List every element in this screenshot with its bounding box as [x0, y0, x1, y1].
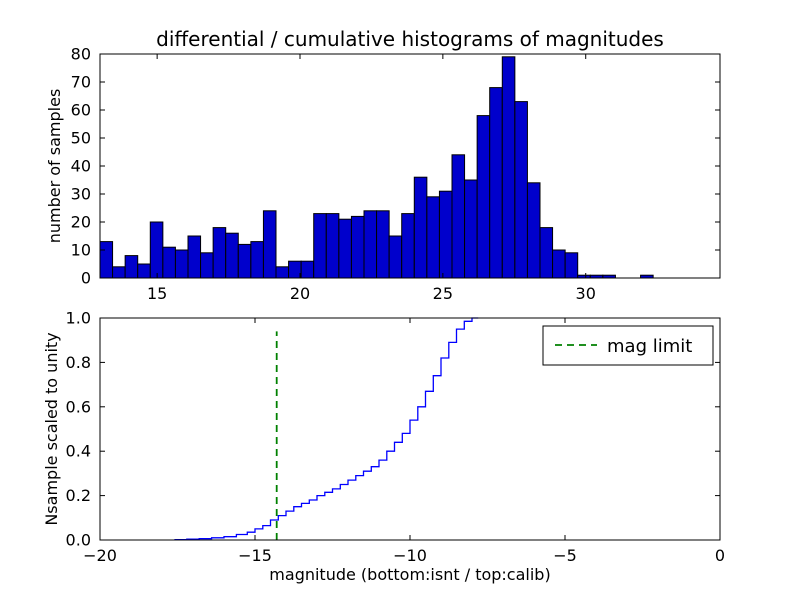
histogram-bar — [401, 213, 415, 279]
bottom-x-axis-label: magnitude (bottom:isnt / top:calib) — [269, 565, 550, 584]
histogram-bar — [426, 196, 440, 279]
y-tick-label: 70 — [71, 73, 91, 92]
histogram-bar — [376, 210, 390, 279]
x-tick-label: 30 — [576, 284, 596, 303]
histogram-bar — [162, 246, 176, 279]
x-tick-label: −5 — [553, 546, 577, 565]
differential-histogram-plot: 15 20 25 30 0 10 20 30 40 50 60 70 80 — [71, 45, 721, 303]
histogram-bar — [514, 101, 528, 279]
chart-title: differential / cumulative histograms of … — [156, 27, 664, 51]
histogram-bar — [149, 221, 164, 279]
bottom-y-axis-label: Nsample scaled to unity — [42, 332, 61, 525]
x-tick-label: −10 — [393, 546, 427, 565]
histogram-bar — [501, 56, 516, 279]
histogram-bar — [388, 235, 403, 279]
histogram-bar — [451, 154, 466, 279]
y-tick-label: 0.6 — [66, 397, 91, 416]
histogram-bar — [200, 252, 214, 279]
y-tick-label: 0.4 — [66, 442, 91, 461]
histogram-bar — [438, 190, 453, 279]
histogram-bar — [174, 249, 189, 279]
histogram-bar — [99, 241, 114, 279]
histogram-bar — [288, 260, 302, 279]
histogram-bar — [250, 241, 264, 279]
y-tick-label: 1.0 — [66, 309, 91, 328]
x-tick-label: 25 — [433, 284, 453, 303]
y-tick-label: 0.0 — [66, 531, 91, 550]
histogram-bar — [112, 266, 126, 279]
y-tick-label: 20 — [71, 213, 91, 232]
histogram-bar — [124, 255, 139, 279]
y-tick-label: 40 — [71, 157, 91, 176]
histogram-bar — [275, 266, 290, 279]
y-tick-label: 0.8 — [66, 353, 91, 372]
histogram-bar — [489, 87, 503, 279]
y-tick-label: 50 — [71, 129, 91, 148]
x-tick-label: 20 — [290, 284, 310, 303]
legend-label: mag limit — [607, 336, 692, 357]
histogram-bar — [325, 213, 340, 279]
histogram-bar — [526, 182, 541, 279]
histogram-bar — [564, 252, 579, 279]
cumulative-histogram-plot: −20 −15 −10 −5 0 0.0 0.2 0.4 0.6 0.8 1.0 — [66, 309, 726, 566]
histogram-bar — [413, 176, 428, 279]
x-tick-label: −20 — [83, 546, 117, 565]
histogram-bar — [237, 243, 252, 279]
x-tick-label: −15 — [238, 546, 272, 565]
x-tick-label: 15 — [147, 284, 167, 303]
legend: mag limit — [542, 325, 714, 366]
histogram-bar — [338, 218, 352, 279]
histogram-bar — [539, 227, 554, 279]
y-tick-label: 10 — [71, 241, 91, 260]
histogram-bar — [350, 215, 365, 279]
y-tick-label: 60 — [71, 101, 91, 120]
histogram-bar — [262, 210, 277, 279]
histogram-bar — [363, 210, 378, 279]
y-tick-label: 30 — [71, 185, 91, 204]
histogram-bar — [552, 249, 566, 279]
histogram-bar — [225, 232, 239, 279]
y-tick-label: 0 — [81, 269, 91, 288]
cumulative-step-line — [174, 317, 479, 541]
histogram-bar — [137, 263, 151, 279]
histogram-bar — [300, 260, 315, 279]
y-tick-label: 80 — [71, 45, 91, 64]
histogram-bar — [187, 235, 202, 279]
top-y-axis-label: number of samples — [45, 89, 64, 244]
histogram-bar — [476, 115, 491, 279]
histogram-bar — [212, 227, 227, 279]
histogram-bar — [313, 213, 327, 279]
histogram-bar — [464, 179, 478, 279]
y-tick-label: 0.2 — [66, 486, 91, 505]
x-tick-label: 0 — [715, 546, 725, 565]
